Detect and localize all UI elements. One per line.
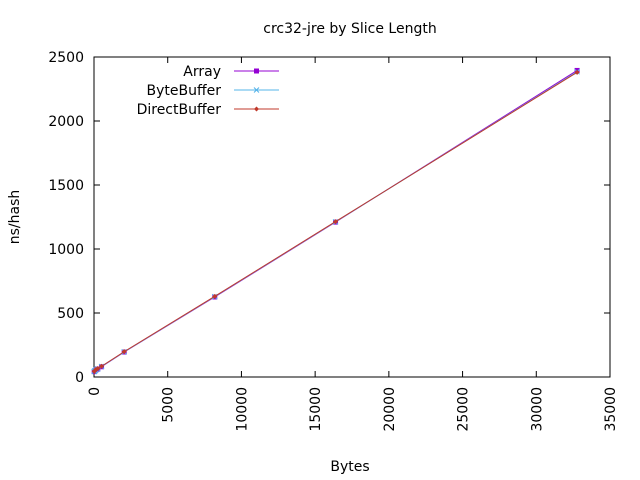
data-point-directbuffer bbox=[99, 363, 105, 369]
legend-marker bbox=[253, 87, 260, 93]
legend-marker bbox=[254, 106, 259, 112]
x-tick-label: 5000 bbox=[161, 387, 177, 423]
x-tick-label: 25000 bbox=[456, 387, 472, 432]
legend-marker bbox=[254, 68, 259, 74]
y-tick-label: 500 bbox=[57, 306, 84, 322]
x-tick-label: 0 bbox=[87, 387, 103, 396]
x-tick-label: 30000 bbox=[529, 387, 545, 432]
legend-item-directbuffer: DirectBuffer bbox=[137, 102, 279, 118]
legend-label: Array bbox=[183, 64, 221, 80]
series-directbuffer bbox=[91, 69, 580, 374]
x-tick-label: 20000 bbox=[382, 387, 398, 432]
y-axis-label: ns/hash bbox=[7, 190, 23, 245]
y-tick-label: 1000 bbox=[48, 242, 84, 258]
y-tick-label: 2000 bbox=[48, 114, 84, 130]
data-point-directbuffer bbox=[212, 293, 218, 299]
data-point-directbuffer bbox=[121, 349, 127, 355]
data-point-directbuffer bbox=[95, 366, 101, 372]
x-axis-label: Bytes bbox=[330, 459, 369, 475]
x-tick-label: 15000 bbox=[308, 387, 324, 432]
legend-label: DirectBuffer bbox=[137, 102, 222, 118]
y-tick-label: 0 bbox=[75, 370, 84, 386]
y-tick-label: 1500 bbox=[48, 178, 84, 194]
data-point-directbuffer bbox=[333, 219, 339, 225]
x-tick-label: 10000 bbox=[234, 387, 250, 432]
plot-area bbox=[93, 56, 611, 378]
series-layer bbox=[91, 67, 580, 375]
data-point-directbuffer bbox=[574, 69, 580, 75]
legend-item-array: Array bbox=[183, 64, 279, 80]
legend-label: ByteBuffer bbox=[147, 83, 222, 99]
chart-title: crc32-jre by Slice Length bbox=[263, 21, 436, 37]
y-tick-label: 2500 bbox=[48, 50, 84, 66]
x-tick-label: 35000 bbox=[603, 387, 619, 432]
legend-item-bytebuffer: ByteBuffer bbox=[147, 83, 279, 99]
legend: Array ByteBuffer DirectBuffer bbox=[137, 64, 279, 118]
